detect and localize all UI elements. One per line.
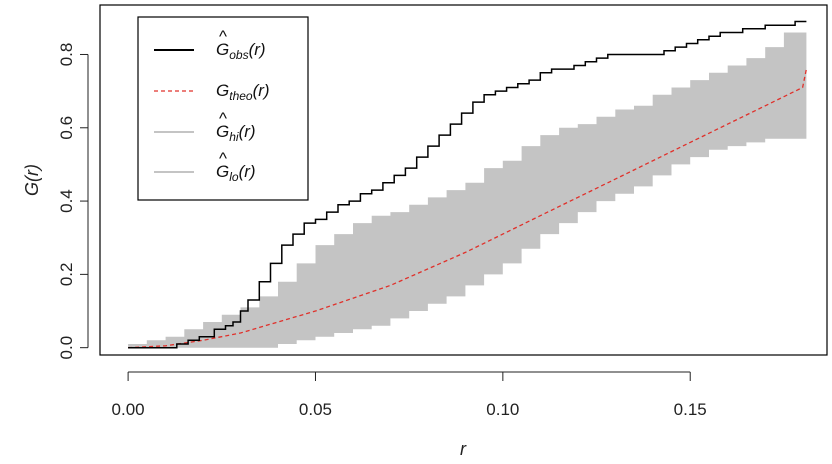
legend-label-hi: Ghi(r): [216, 122, 256, 144]
x-axis-title: r: [460, 439, 467, 459]
y-tick-label: 0.4: [57, 189, 76, 213]
x-tick-label: 0.10: [486, 400, 519, 419]
series-layer: [128, 20, 808, 349]
y-axis-title: G(r): [22, 164, 42, 196]
y-tick-label: 0.6: [57, 116, 76, 140]
x-axis: 0.00 0.05 0.10 0.15: [112, 371, 707, 419]
x-tick-label: 0.15: [674, 400, 707, 419]
envelope-band-layer: [128, 32, 807, 348]
y-tick-label: 0.0: [57, 336, 76, 360]
legend-label-lo: Glo(r): [216, 162, 256, 184]
y-tick-label: 0.2: [57, 263, 76, 287]
x-tick-label: 0.00: [112, 400, 145, 419]
x-tick-label: 0.05: [299, 400, 332, 419]
legend: ^Gobs(r)Gtheo(r)^Ghi(r)^Glo(r): [137, 16, 309, 201]
legend-label-obs: Gobs(r): [216, 40, 266, 62]
legend-hat-lo: ^: [219, 149, 227, 168]
y-axis: 0.0 0.2 0.4 0.6 0.8: [57, 43, 89, 360]
series-theo-line: [128, 68, 808, 349]
legend-hat-obs: ^: [219, 27, 227, 46]
plot-frame: [99, 4, 828, 356]
y-tick-label: 0.8: [57, 43, 76, 67]
series-obs-line: [128, 20, 807, 349]
legend-label-theo: Gtheo(r): [216, 81, 270, 103]
envelope-band: [128, 32, 807, 348]
legend-hat-hi: ^: [219, 109, 227, 128]
legend-box: [137, 16, 309, 201]
